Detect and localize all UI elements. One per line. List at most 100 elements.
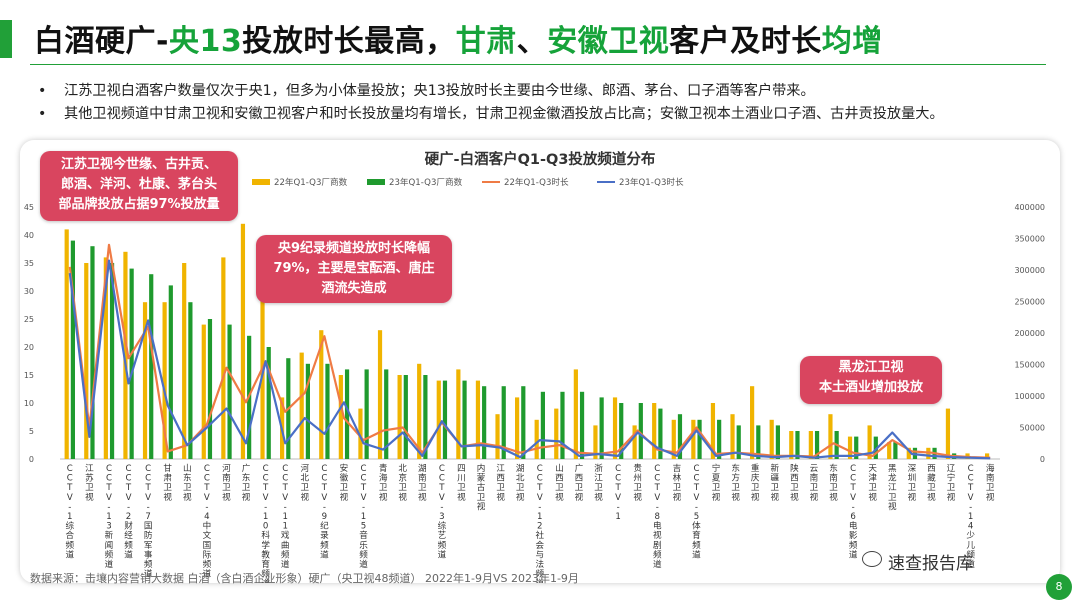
bar (182, 263, 187, 459)
bullet-item: • 其他卫视频道中甘肃卫视和安徽卫视客户和时长投放量均有增长，甘肃卫视金徽酒投放占… (38, 103, 944, 126)
callout-heilongjiang: 黑龙江卫视 本土酒业增加投放 (800, 356, 942, 404)
x-tick-label: 广东卫视 (242, 462, 251, 503)
bar (638, 403, 643, 459)
bar (893, 442, 898, 459)
y-left-tick-label: 10 (24, 399, 34, 408)
bar (417, 363, 422, 459)
bar (789, 431, 794, 459)
x-tick-label: 吉林卫视 (673, 463, 682, 503)
x-tick-label: 北京卫视 (398, 463, 407, 503)
x-tick-label: 青海卫视 (379, 462, 388, 503)
bar (515, 397, 520, 459)
bar (697, 419, 702, 459)
x-tick-label: 黑龙江卫视 (888, 463, 897, 512)
bar (142, 302, 148, 459)
bar (887, 442, 892, 459)
bar (364, 369, 369, 459)
bar (554, 408, 559, 459)
bar (397, 375, 402, 459)
title-segment: 客户及时长 (669, 24, 822, 59)
watermark-label: 速查报告库 (888, 554, 973, 574)
x-tick-label: 河北卫视 (300, 462, 309, 503)
x-tick-label: C C T V -1 3 新闻频道 (105, 464, 114, 570)
bar (828, 414, 833, 459)
bar (325, 363, 330, 459)
legend-swatch (252, 179, 270, 185)
y-right-tick-label: 200000 (1014, 329, 1045, 338)
bar (560, 391, 565, 459)
bar (377, 330, 383, 459)
bar (462, 380, 467, 459)
bar (207, 319, 213, 459)
bar (710, 403, 716, 459)
x-tick-label: 宁夏卫视 (712, 462, 721, 503)
bar (221, 257, 226, 459)
x-tick-label: C C T V -6 电影频道 (849, 464, 858, 560)
x-tick-label: 四川卫视 (457, 464, 466, 503)
bar (482, 386, 487, 459)
callout-line: 黑龙江卫视 (838, 360, 904, 375)
bar (168, 285, 173, 459)
series-line (68, 243, 991, 459)
x-tick-label: 湖北卫视 (516, 463, 525, 503)
bar (109, 263, 115, 459)
x-tick-label: 山东卫视 (183, 463, 192, 503)
bar (495, 414, 500, 459)
bullet-symbol: • (38, 83, 47, 99)
bar (677, 414, 683, 459)
x-tick-label: C C T V -5 体育频道 (692, 464, 701, 560)
bar (129, 268, 134, 459)
bar (436, 380, 441, 459)
callout-line: 79%，主要是宝酝酒、唐庄 (273, 261, 435, 276)
x-tick-label: C C T V -7 国防军事频道 (144, 464, 153, 580)
x-tick-label: 陕西卫视 (790, 462, 799, 503)
bar (84, 263, 89, 459)
x-tick-label: 内蒙古卫视 (477, 462, 486, 512)
y-left-tick-label: 30 (24, 287, 34, 296)
x-tick-label: C C T V -1 4 少儿频道 (966, 464, 975, 570)
bar (756, 425, 761, 459)
x-tick-label: C C T V -1 1 戏曲频道 (281, 464, 290, 570)
bar (579, 391, 585, 459)
bar (266, 347, 271, 459)
x-tick-label: C C T V -4 中文国际频道 (203, 464, 212, 580)
x-tick-label: C C T V -1 5 音乐频道 (359, 464, 368, 570)
bar (338, 375, 343, 459)
title-segment: 安徽卫视 (547, 24, 670, 59)
x-tick-label: C C T V -9 纪录频道 (320, 464, 329, 560)
y-left-tick-label: 25 (24, 315, 34, 324)
bar (540, 391, 545, 459)
bullet-item: • 江苏卫视白酒客户数量仅次于央1，但多为小体量投放；央13投放时长主要由今世缘、… (38, 80, 944, 103)
bar (599, 397, 604, 459)
x-tick-label: 新疆卫视 (770, 462, 779, 503)
bar (319, 330, 324, 459)
y-left-tick-label: 15 (24, 371, 34, 380)
bar (854, 436, 859, 459)
bar (201, 324, 206, 459)
x-tick-label: 贵州卫视 (633, 462, 642, 503)
y-right-tick-label: 300000 (1014, 266, 1045, 275)
x-tick-label: 安徽卫视 (340, 462, 349, 503)
bar (384, 369, 389, 459)
bar (162, 302, 167, 459)
bar (769, 419, 774, 459)
bar (123, 251, 128, 459)
bar (534, 419, 539, 459)
title-segment: 白酒硬广- (34, 24, 169, 59)
data-source-note: 数据来源：击壤内容营销大数据 白酒（含白酒企业形象）硬广（央卫视48频道） 20… (30, 572, 579, 585)
bar (795, 431, 800, 459)
bar (240, 223, 246, 459)
bar (501, 386, 506, 459)
bullet-text: 江苏卫视白酒客户数量仅次于央1，但多为小体量投放；央13投放时长主要由今世缘、郎… (64, 83, 815, 99)
title-accent-bar (0, 20, 12, 58)
x-tick-label: 辽宁卫视 (947, 463, 956, 503)
bar (299, 352, 304, 459)
page-number-badge: 8 (1046, 574, 1072, 600)
legend-label: 23年Q1-Q3厂商数 (389, 176, 463, 188)
bar (403, 375, 408, 459)
bar (358, 408, 363, 459)
y-left-tick-label: 0 (29, 455, 34, 464)
bar (652, 403, 657, 459)
